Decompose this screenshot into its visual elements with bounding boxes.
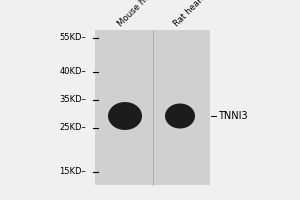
Text: Rat heart: Rat heart bbox=[172, 0, 206, 28]
Text: 15KD–: 15KD– bbox=[59, 168, 86, 176]
Ellipse shape bbox=[169, 107, 191, 125]
Ellipse shape bbox=[116, 109, 134, 123]
Text: 40KD–: 40KD– bbox=[59, 68, 86, 76]
Ellipse shape bbox=[172, 110, 188, 122]
Text: 25KD–: 25KD– bbox=[59, 123, 86, 132]
Text: 35KD–: 35KD– bbox=[59, 96, 86, 104]
Text: 55KD–: 55KD– bbox=[59, 33, 86, 43]
Text: TNNI3: TNNI3 bbox=[218, 111, 248, 121]
Ellipse shape bbox=[112, 106, 138, 127]
Ellipse shape bbox=[165, 104, 195, 129]
Bar bbox=[95, 30, 210, 185]
Text: Mouse heart: Mouse heart bbox=[116, 0, 160, 28]
Ellipse shape bbox=[108, 102, 142, 130]
